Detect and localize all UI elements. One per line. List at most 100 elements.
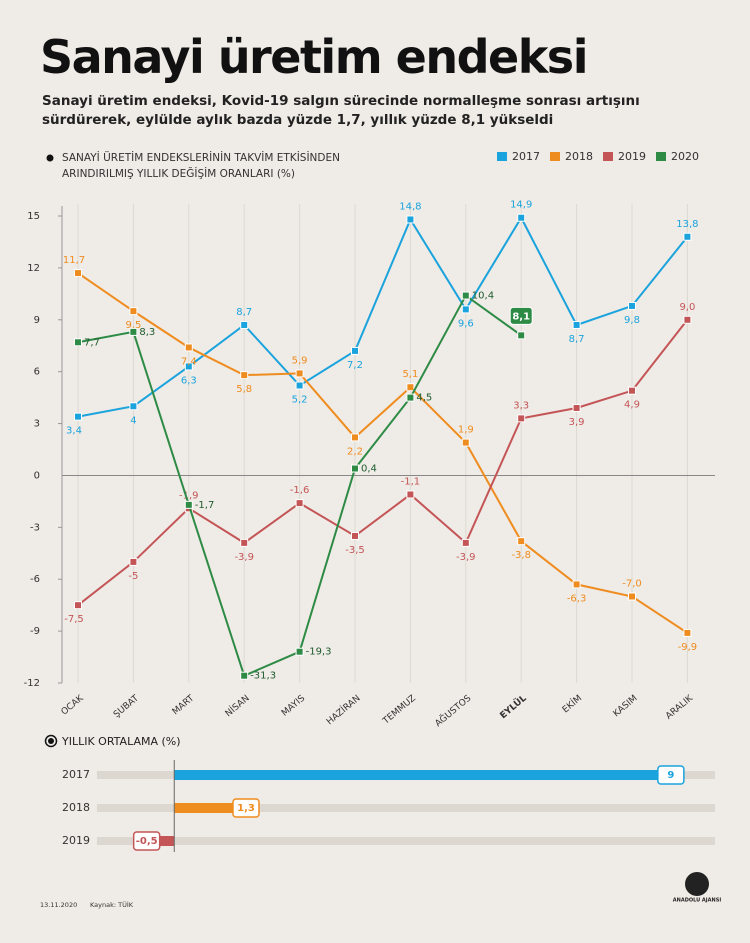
legend-swatch bbox=[550, 152, 560, 161]
data-label: 7,4 bbox=[181, 356, 197, 367]
marker bbox=[406, 490, 415, 499]
marker bbox=[461, 438, 470, 447]
marker bbox=[74, 601, 82, 610]
data-label: 7,7 bbox=[84, 337, 100, 348]
marker bbox=[240, 320, 249, 329]
marker bbox=[683, 315, 692, 324]
data-label: -6,3 bbox=[567, 593, 587, 604]
source: Kaynak: TÜİK bbox=[90, 900, 134, 909]
category-label: 2017 bbox=[62, 768, 90, 781]
label-box bbox=[657, 765, 685, 785]
data-label: -3,8 bbox=[511, 550, 531, 561]
data-label: -1,7 bbox=[195, 500, 215, 511]
y-tick-label: -3 bbox=[30, 522, 40, 533]
series-line bbox=[77, 215, 689, 418]
marker bbox=[295, 499, 304, 508]
marker bbox=[240, 671, 249, 680]
data-label: 2,2 bbox=[347, 446, 363, 457]
bar bbox=[146, 836, 175, 846]
data-label: 4,9 bbox=[624, 400, 640, 411]
data-label: -0,5 bbox=[136, 836, 158, 847]
marker bbox=[406, 383, 415, 392]
x-tick-label: TEMMUZ bbox=[381, 694, 418, 728]
data-label: 9 bbox=[667, 770, 674, 781]
marker bbox=[351, 433, 359, 442]
track bbox=[97, 837, 715, 845]
label-box bbox=[232, 798, 260, 818]
y-tick-label: -12 bbox=[24, 678, 40, 689]
data-label: 14,8 bbox=[399, 201, 421, 212]
highlight-box bbox=[509, 306, 533, 325]
marker bbox=[184, 362, 193, 371]
data-label: 14,9 bbox=[510, 200, 532, 211]
marker bbox=[240, 538, 249, 547]
marker bbox=[572, 580, 581, 589]
data-label: 3,4 bbox=[66, 426, 82, 437]
data-label: 9,0 bbox=[679, 302, 695, 313]
category-label: 2019 bbox=[62, 834, 90, 847]
marker bbox=[572, 403, 581, 412]
chart-note: SANAYİ ÜRETİM ENDEKSLERİNİN TAKVİM ETKİS… bbox=[62, 152, 340, 180]
marker bbox=[461, 291, 470, 300]
marker bbox=[628, 386, 636, 395]
marker bbox=[628, 592, 636, 601]
legend-swatch bbox=[656, 152, 666, 161]
y-tick-label: 3 bbox=[34, 419, 40, 430]
marker bbox=[683, 628, 692, 637]
marker bbox=[406, 215, 415, 224]
marker bbox=[628, 301, 636, 310]
x-tick-label: EYLÜL bbox=[498, 693, 529, 722]
marker bbox=[129, 307, 138, 316]
bullet bbox=[48, 738, 54, 744]
y-tick-label: 12 bbox=[27, 263, 40, 274]
marker bbox=[572, 320, 581, 329]
data-label: 3,9 bbox=[569, 417, 585, 428]
marker bbox=[295, 381, 304, 390]
x-tick-label: MART bbox=[171, 693, 197, 717]
data-label: 5,2 bbox=[292, 395, 308, 406]
data-label: -5 bbox=[128, 571, 138, 582]
data-label: 8,1 bbox=[512, 311, 530, 322]
marker bbox=[74, 412, 82, 421]
bar bbox=[174, 770, 671, 780]
x-tick-label: HAZİRAN bbox=[324, 693, 362, 727]
legend-swatch bbox=[497, 152, 507, 161]
data-label: 9,8 bbox=[624, 315, 640, 326]
x-tick-label: ŞUBAT bbox=[112, 693, 141, 720]
data-label: -3,9 bbox=[456, 552, 476, 563]
marker bbox=[129, 402, 138, 411]
marker bbox=[240, 371, 249, 380]
data-label: 10,4 bbox=[472, 291, 494, 302]
marker bbox=[461, 305, 470, 314]
logo bbox=[685, 872, 709, 896]
data-label: 3,3 bbox=[513, 400, 529, 411]
data-label: -3,5 bbox=[345, 545, 365, 556]
track bbox=[97, 804, 715, 812]
marker bbox=[74, 338, 82, 347]
x-tick-label: AĞUSTOS bbox=[432, 692, 473, 729]
marker bbox=[184, 343, 193, 352]
legend-label: 2020 bbox=[671, 150, 699, 163]
data-label: -19,3 bbox=[306, 647, 332, 658]
x-tick-label: EKİM bbox=[560, 693, 584, 716]
legend-swatch bbox=[603, 152, 613, 161]
legend-label: 2017 bbox=[512, 150, 540, 163]
label-box bbox=[132, 831, 161, 851]
bar bbox=[174, 803, 246, 813]
data-label: 4 bbox=[130, 415, 136, 426]
marker bbox=[351, 346, 359, 355]
marker bbox=[517, 331, 526, 340]
y-tick-label: -6 bbox=[30, 574, 40, 585]
data-label: 0,4 bbox=[361, 464, 377, 475]
data-label: 8,3 bbox=[139, 327, 155, 338]
x-tick-label: KASIM bbox=[612, 694, 640, 720]
bullet bbox=[44, 734, 58, 748]
data-label: 8,7 bbox=[236, 307, 252, 318]
data-label: 5,1 bbox=[402, 369, 418, 380]
category-label: 2018 bbox=[62, 801, 90, 814]
x-tick-label: NİSAN bbox=[223, 693, 252, 720]
data-label: -1,1 bbox=[401, 476, 421, 487]
data-label: 1,9 bbox=[458, 425, 474, 436]
data-label: -31,3 bbox=[250, 671, 276, 682]
marker bbox=[351, 531, 359, 540]
